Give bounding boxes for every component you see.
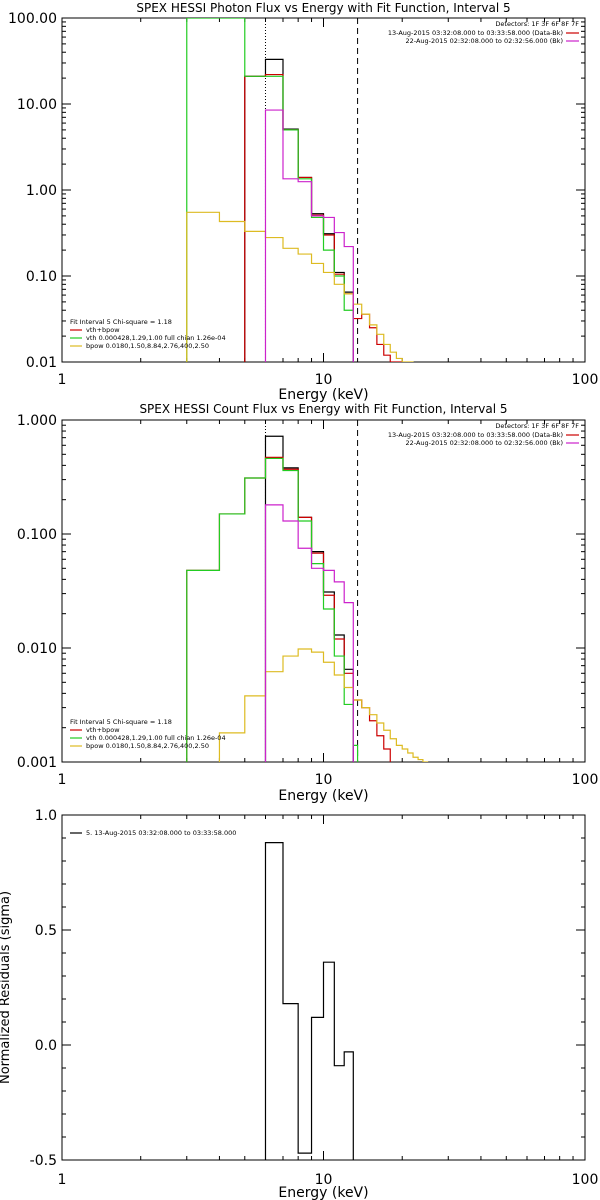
legend-entry-text: 22-Aug-2015 02:32:08.000 to 02:32:56.000…: [406, 37, 563, 45]
x-tick-label: 1: [58, 772, 67, 788]
series-residuals: [264, 842, 354, 1160]
y-tick-label: 1.00: [26, 183, 57, 199]
y-tick-label: 0.01: [26, 355, 57, 371]
x-tick-label: 10: [315, 372, 333, 388]
series-data: [264, 435, 354, 762]
series-bk: [264, 504, 354, 762]
series-data: [244, 58, 354, 362]
chart-title: SPEX HESSI Count Flux vs Energy with Fit…: [139, 402, 507, 416]
y-tick-label: 0.10: [26, 269, 57, 285]
legend-header: Detectors: 1F 3F 6F 8F 7F: [495, 20, 579, 28]
y-tick-label: 100.00: [8, 11, 57, 27]
legend-entry-text: 13-Aug-2015 03:32:08.000 to 03:33:58.000…: [388, 431, 563, 439]
x-tick-label: 10: [315, 772, 333, 788]
chart-panel-1: SPEX HESSI Photon Flux vs Energy with Fi…: [8, 1, 598, 403]
series-vth: [186, 457, 359, 762]
y-axis-label: Normalized Residuals (sigma): [0, 891, 13, 1084]
legend-entry-text: vth+bpow: [86, 726, 120, 734]
legend-entry-text: 22-Aug-2015 02:32:08.000 to 02:32:56.000…: [406, 439, 563, 447]
y-tick-label: 0.001: [17, 755, 57, 771]
y-tick-label: 1.0: [35, 808, 57, 824]
y-tick-label: 0.0: [35, 1038, 57, 1054]
y-tick-label: 0.5: [35, 923, 57, 939]
x-tick-label: 10: [315, 1172, 333, 1188]
legend-entry-text: vth+bpow: [86, 326, 120, 334]
legend-header: Detectors: 1F 3F 6F 8F 7F: [495, 422, 579, 430]
chart-title: SPEX HESSI Photon Flux vs Energy with Fi…: [136, 1, 510, 15]
legend-entry-text: bpow 0.0180,1.50,8.84,2.76,400,2.50: [86, 742, 209, 750]
x-tick-label: 1: [58, 1172, 67, 1188]
plot-frame: [61, 17, 586, 363]
x-tick-label: 100: [572, 772, 599, 788]
legend-header: Fit Interval 5 Chi-square = 1.18: [70, 318, 172, 326]
series-vth+bpow: [186, 456, 391, 762]
legend-entry-text: vth 0.000428,1.29,1.00 full chian 1.26e-…: [86, 334, 226, 342]
series-bk: [264, 109, 354, 362]
y-tick-label: 0.010: [17, 641, 57, 657]
chart-panel-2: SPEX HESSI Count Flux vs Energy with Fit…: [17, 402, 598, 804]
chart-panel-3: Energy (keV) Normalized Residuals (sigma)…: [0, 808, 598, 1200]
series-vth: [186, 18, 354, 362]
series-group: [264, 842, 354, 1160]
series-group: [186, 18, 414, 362]
y-tick-label: 1.000: [17, 413, 57, 429]
x-axis-label: Energy (keV): [278, 788, 368, 804]
legend-entry-text: vth 0.000428,1.29,1.00 full chian 1.26e-…: [86, 734, 226, 742]
legend-entry-text: bpow 0.0180,1.50,8.84,2.76,400,2.50: [86, 342, 209, 350]
x-tick-label: 1: [58, 372, 67, 388]
y-tick-label: 10.00: [17, 97, 57, 113]
legend-header: Fit Interval 5 Chi-square = 1.18: [70, 718, 172, 726]
y-tick-label: -0.5: [30, 1153, 57, 1169]
y-tick-label: 0.100: [17, 527, 57, 543]
legend-entry-text: 5. 13-Aug-2015 03:32:08.000 to 03:33:58.…: [86, 829, 236, 837]
x-tick-label: 100: [572, 372, 599, 388]
series-group: [186, 420, 429, 762]
x-axis-label: Energy (keV): [278, 387, 368, 403]
x-axis-label: Energy (keV): [278, 1185, 368, 1200]
series-bpow: [218, 648, 429, 762]
legend-entry-text: 13-Aug-2015 03:32:08.000 to 03:33:58.000…: [388, 29, 563, 37]
x-tick-label: 100: [572, 1172, 599, 1188]
